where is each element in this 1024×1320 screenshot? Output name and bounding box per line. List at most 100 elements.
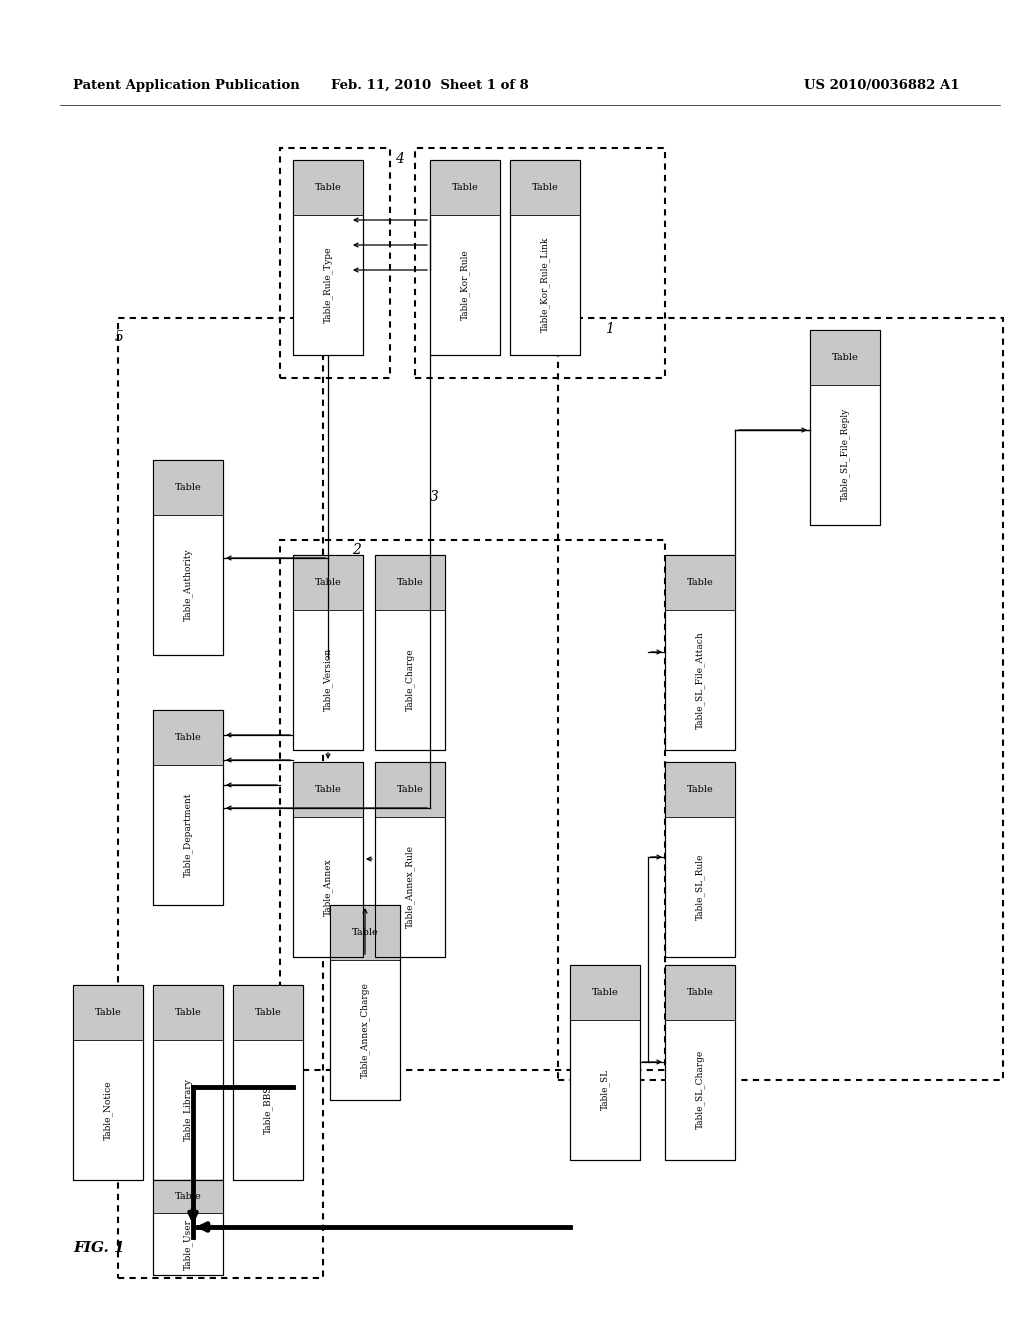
Text: Table: Table [396,785,423,793]
Text: Table_Library: Table_Library [183,1078,193,1142]
Bar [375,554,445,610]
Text: Table: Table [255,1007,282,1016]
Text: Table_Department: Table_Department [183,792,193,876]
Bar [293,762,362,957]
Text: Table_User: Table_User [183,1218,193,1270]
Text: Table_Annex_Rule: Table_Annex_Rule [406,845,415,928]
Text: Table_Charge: Table_Charge [406,648,415,711]
Bar [293,160,362,215]
Bar [665,762,735,817]
Bar [665,965,735,1160]
Bar [558,318,1002,1080]
Bar [430,160,500,355]
Text: Table_SL_Rule: Table_SL_Rule [695,854,705,920]
Text: Table: Table [687,785,714,793]
Text: US 2010/0036882 A1: US 2010/0036882 A1 [805,79,961,92]
Text: Table_SL_File_Reply: Table_SL_File_Reply [840,408,850,502]
Text: Table: Table [175,733,202,742]
Bar [293,762,362,957]
Text: 3: 3 [430,490,439,504]
Text: Table: Table [687,578,714,587]
Bar [293,554,362,750]
Bar [153,710,223,764]
Text: Table_Authority: Table_Authority [183,549,193,622]
Text: Feb. 11, 2010  Sheet 1 of 8: Feb. 11, 2010 Sheet 1 of 8 [331,79,528,92]
Bar [810,330,880,525]
Text: Table: Table [592,987,618,997]
Bar [665,554,735,750]
Text: 5: 5 [115,330,124,345]
Text: Table_Kor_Rule: Table_Kor_Rule [460,249,470,321]
Text: Table: Table [351,928,379,937]
Bar [810,330,880,384]
Bar [153,459,223,655]
Text: Table: Table [452,182,478,191]
Bar [665,762,735,957]
Text: Table_SL: Table_SL [600,1069,610,1110]
Bar [665,554,735,750]
Text: Table_SL_File_Attach: Table_SL_File_Attach [695,631,705,729]
Bar [293,160,362,355]
Bar [375,762,445,817]
Bar [153,710,223,906]
Bar [73,985,143,1180]
Text: Table: Table [175,1192,202,1201]
Bar [375,554,445,750]
Bar [570,965,640,1160]
Bar [330,906,400,1100]
Bar [510,160,580,355]
Bar [118,318,323,1278]
Text: 2: 2 [352,543,360,557]
Text: Table: Table [175,483,202,492]
Bar [293,762,362,817]
Bar [153,985,223,1180]
Bar [293,554,362,750]
Text: Table_Annex_Charge: Table_Annex_Charge [360,982,370,1077]
Bar [430,160,500,355]
Bar [293,160,362,355]
Bar [375,762,445,957]
Text: Table_BBS: Table_BBS [263,1085,272,1134]
Text: Table_Kor_Rule_Link: Table_Kor_Rule_Link [540,238,550,333]
Bar [153,1180,223,1275]
Text: Table: Table [396,578,423,587]
Bar [810,330,880,525]
Bar [510,160,580,355]
Text: Table: Table [831,352,858,362]
Bar [153,459,223,515]
Text: 4: 4 [395,152,403,166]
Bar [153,985,223,1180]
Bar [233,985,303,1180]
Bar [153,459,223,655]
Text: Table: Table [314,785,341,793]
Bar [153,710,223,906]
Text: Table_Rule_Type: Table_Rule_Type [324,247,333,323]
Text: FIG. 1: FIG. 1 [73,1241,125,1255]
Text: 1: 1 [605,322,613,337]
Bar [153,1180,223,1275]
Text: Table_Annex: Table_Annex [324,858,333,916]
Text: Patent Application Publication: Patent Application Publication [73,79,300,92]
Text: Table: Table [314,182,341,191]
Bar [330,906,400,1100]
Text: Table_SL_Charge: Table_SL_Charge [695,1051,705,1130]
Bar [665,965,735,1160]
Text: Table_Notice: Table_Notice [103,1080,113,1139]
Bar [330,906,400,960]
Bar [665,554,735,610]
Bar [415,148,665,378]
Bar [280,540,665,1071]
Bar [570,965,640,1019]
Text: Table: Table [314,578,341,587]
Bar [570,965,640,1160]
Text: Table: Table [175,1007,202,1016]
Bar [233,985,303,1180]
Text: Table: Table [687,987,714,997]
Bar [153,985,223,1040]
Text: Table: Table [531,182,558,191]
Bar [430,160,500,215]
Bar [375,762,445,957]
Bar [665,965,735,1019]
Bar [665,762,735,957]
Bar [153,1180,223,1213]
